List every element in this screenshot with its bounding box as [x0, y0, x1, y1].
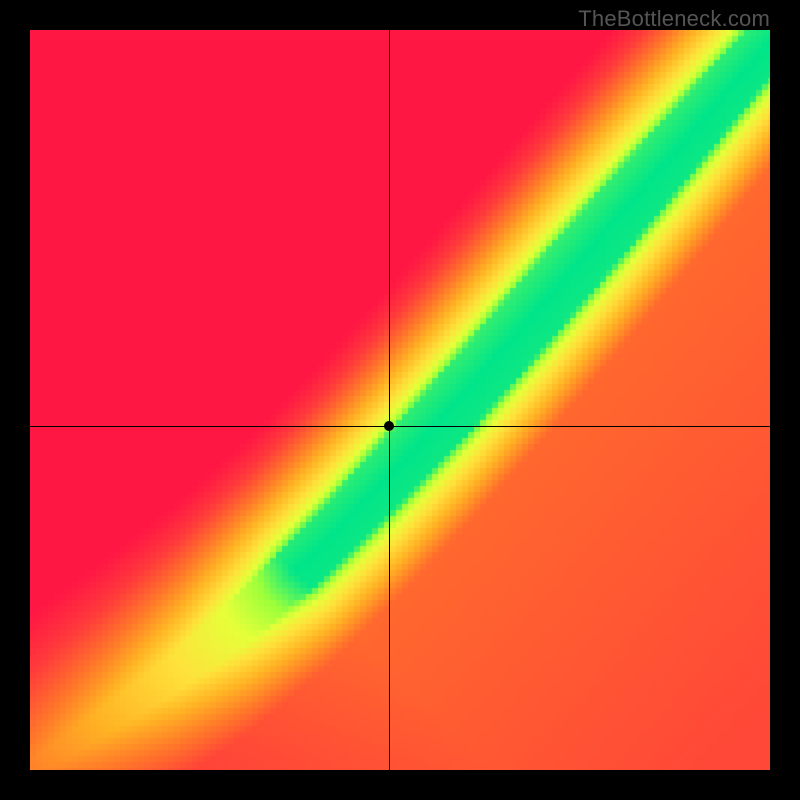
watermark-text: TheBottleneck.com	[578, 6, 770, 32]
heatmap-plot	[30, 30, 770, 770]
crosshair-vertical	[389, 30, 390, 770]
crosshair-horizontal	[30, 426, 770, 427]
marker-point	[384, 421, 394, 431]
heatmap-canvas	[30, 30, 770, 770]
chart-frame: TheBottleneck.com	[0, 0, 800, 800]
